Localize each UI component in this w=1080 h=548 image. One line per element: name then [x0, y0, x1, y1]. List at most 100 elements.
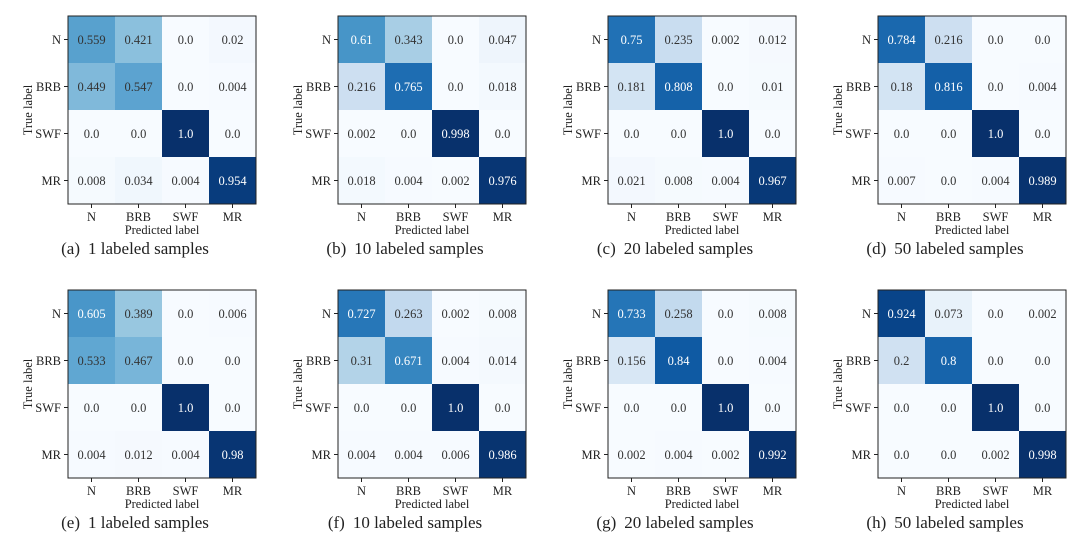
cell-value-label: 0.002: [981, 448, 1009, 462]
cell-value-label: 0.0: [941, 174, 957, 188]
panel-caption: (f) 10 labeled samples: [270, 513, 540, 533]
cell-value-label: 0.0: [988, 80, 1004, 94]
confusion-matrix-svg: 0.61 0.343 0.0 0.047 0.216 0.765 0.0 0.018 0.002…: [291, 15, 527, 237]
heatmap-cell: [972, 157, 1019, 204]
heatmap-cell: [655, 63, 702, 110]
plot-frame: [607, 15, 797, 205]
panel-caption: (c) 20 labeled samples: [540, 239, 810, 259]
cell-value-label: 0.004: [441, 354, 470, 368]
cell-value-label: 0.0: [765, 401, 781, 415]
cell-value-label: 0.002: [441, 174, 469, 188]
x-tick-label: MR: [223, 484, 243, 498]
cell-value-label: 0.008: [488, 307, 516, 321]
heatmap-cell: [162, 110, 209, 157]
heatmap-cell: [115, 157, 162, 204]
cell-value-label: 0.002: [711, 33, 739, 47]
x-tick-label: SWF: [173, 210, 199, 224]
cell-value-label: 0.976: [488, 174, 516, 188]
confusion-matrix-panel: 0.784 0.216 0.0 0.0 0.18 0.816 0.0 0.004 0.0 0.0 1…: [810, 0, 1080, 274]
y-tick-label: MR: [582, 174, 602, 188]
y-tick-label: N: [52, 307, 61, 321]
heatmap-cell: [749, 290, 796, 337]
heatmap-cell: [608, 157, 655, 204]
panel-caption-text: 1 labeled samples: [88, 239, 209, 258]
panel-caption-label: (h): [866, 513, 887, 532]
cell-value-label: 0.018: [488, 80, 516, 94]
cell-value-label: 0.986: [488, 448, 516, 462]
x-tick-label: MR: [1033, 484, 1053, 498]
cell-value-label: 0.047: [488, 33, 516, 47]
panel-caption-label: (e): [61, 513, 80, 532]
heatmap-cell: [385, 290, 432, 337]
cell-value-label: 0.018: [347, 174, 375, 188]
cell-value-label: 0.816: [934, 80, 962, 94]
x-tick-label: MR: [763, 210, 783, 224]
panel-caption-label: (g): [596, 513, 617, 532]
heatmap-cell: [385, 63, 432, 110]
y-axis-label: True label: [291, 84, 305, 135]
x-tick-label: N: [897, 484, 906, 498]
confusion-matrix-svg: 0.605 0.389 0.0 0.006 0.533 0.467 0.0 0.0 0.0 0.0…: [21, 289, 257, 511]
plot-frame: [67, 15, 257, 205]
heatmap-cell: [702, 431, 749, 478]
y-tick-label: N: [862, 307, 871, 321]
heatmap-cell: [972, 63, 1019, 110]
heatmap-cell: [162, 63, 209, 110]
cell-value-label: 0.559: [77, 33, 105, 47]
cell-value-label: 0.004: [664, 448, 693, 462]
heatmap-cell: [878, 290, 925, 337]
heatmap-cell: [115, 431, 162, 478]
y-tick-label: BRB: [36, 80, 61, 94]
heatmap-cell: [338, 110, 385, 157]
heatmap-cell: [432, 110, 479, 157]
heatmap-cell: [878, 337, 925, 384]
heatmap-cell: [162, 384, 209, 431]
cell-value-label: 0.84: [668, 354, 691, 368]
cell-value-label: 0.389: [124, 307, 152, 321]
heatmap-cell: [655, 157, 702, 204]
x-tick-label: N: [357, 484, 366, 498]
heatmap-cell: [479, 384, 526, 431]
cell-value-label: 0.0: [178, 354, 194, 368]
heatmap-cell: [925, 290, 972, 337]
heatmap-cell: [1019, 337, 1066, 384]
heatmap-cell: [608, 63, 655, 110]
heatmap-cell: [68, 337, 115, 384]
cell-value-label: 0.0: [178, 307, 194, 321]
heatmap-cell: [209, 384, 256, 431]
cell-value-label: 0.004: [218, 80, 247, 94]
y-tick-label: SWF: [575, 401, 601, 415]
plot-frame: [337, 15, 527, 205]
heatmap-cell: [432, 63, 479, 110]
cell-value-label: 0.0: [624, 127, 640, 141]
heatmap-cell: [878, 63, 925, 110]
cell-value-label: 0.181: [617, 80, 645, 94]
cell-value-label: 0.004: [1028, 80, 1057, 94]
heatmap-cell: [432, 290, 479, 337]
cell-value-label: 0.008: [664, 174, 692, 188]
x-tick-label: BRB: [126, 210, 151, 224]
heatmap-cell: [655, 290, 702, 337]
y-tick-label: SWF: [305, 127, 331, 141]
cell-value-label: 0.0: [225, 354, 241, 368]
cell-value-label: 0.765: [394, 80, 422, 94]
x-tick-label: BRB: [126, 484, 151, 498]
heatmap-cell: [749, 110, 796, 157]
cell-value-label: 0.008: [77, 174, 105, 188]
heatmap-cell: [655, 384, 702, 431]
cell-value-label: 0.004: [171, 448, 200, 462]
cell-value-label: 0.0: [1035, 127, 1051, 141]
confusion-matrix-panel: 0.605 0.389 0.0 0.006 0.533 0.467 0.0 0.0 0.0 0.0…: [0, 274, 270, 548]
panel-caption: (h) 50 labeled samples: [810, 513, 1080, 533]
cell-value-label: 0.004: [981, 174, 1010, 188]
cell-value-label: 0.004: [758, 354, 787, 368]
cell-value-label: 0.004: [171, 174, 200, 188]
x-tick-label: BRB: [666, 484, 691, 498]
cell-value-label: 0.61: [351, 33, 373, 47]
cell-value-label: 0.31: [351, 354, 373, 368]
heatmap-cell: [115, 63, 162, 110]
heatmap-cell: [1019, 431, 1066, 478]
heatmap-cell: [749, 157, 796, 204]
cell-value-label: 0.235: [664, 33, 692, 47]
y-tick-label: SWF: [845, 127, 871, 141]
